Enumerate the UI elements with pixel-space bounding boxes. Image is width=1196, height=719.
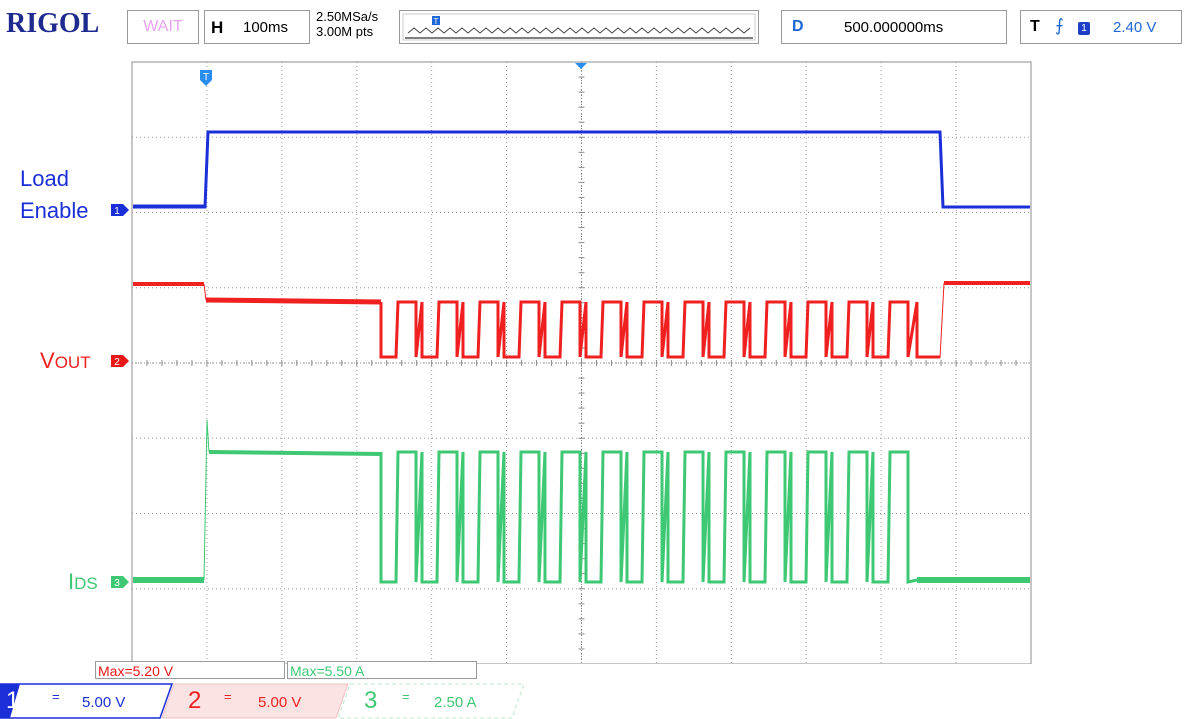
ch3-tab-number: 3 — [364, 687, 378, 714]
timebase-box[interactable]: H 100ms — [204, 10, 310, 44]
ch3-label: IDS — [68, 569, 98, 595]
delay-value: 500.000000ms — [844, 19, 944, 36]
ch2-label-suffix: OUT — [54, 353, 91, 372]
trigger-position-icon: T — [200, 70, 212, 86]
timebase-value: 100ms — [243, 19, 289, 36]
svg-text:2: 2 — [114, 357, 120, 368]
delay-key: D — [792, 18, 804, 35]
memory-overview[interactable]: T — [399, 10, 759, 44]
ch1-trace — [133, 130, 1030, 209]
memory-overview-wave: T — [402, 13, 756, 41]
run-state-indicator[interactable]: WAIT — [127, 10, 199, 44]
ch2-ground-marker: 2 — [111, 355, 129, 368]
sample-rate: 2.50MSa/s — [316, 9, 379, 24]
trigger-level: 2.40 V — [1113, 19, 1157, 36]
delay-box[interactable]: D 500.000000ms — [781, 10, 1007, 44]
ch3-ground-marker: 3 — [111, 576, 129, 589]
ch2-trace — [133, 281, 1030, 359]
ch1-ground-marker: 1 — [111, 204, 129, 217]
status-bar: RIGOL WAIT H 100ms 2.50MSa/s 3.00M pts T… — [0, 0, 1196, 52]
ch1-tab-number: 1 — [6, 687, 20, 714]
rising-edge-icon: ⨍ — [1055, 16, 1064, 35]
acquisition-info: 2.50MSa/s 3.00M pts — [316, 9, 378, 39]
ch3-scale: 2.50 A — [434, 694, 477, 711]
ch3-coupling-icon: = — [402, 689, 410, 704]
memory-depth: 3.00M pts — [316, 24, 374, 39]
svg-text:1: 1 — [114, 206, 120, 217]
ch1-coupling-icon: = — [52, 689, 60, 704]
ch2-tab-number: 2 — [188, 687, 202, 714]
svg-text:T: T — [434, 17, 439, 26]
ch2-scale: 5.00 V — [258, 694, 302, 711]
ch3-trace — [133, 419, 1030, 584]
trigger-box[interactable]: T ⨍ 1 2.40 V — [1020, 10, 1182, 44]
trigger-key: T — [1030, 18, 1040, 35]
brand-logo: RIGOL — [6, 8, 100, 39]
trigger-position-icon — [432, 16, 440, 25]
ch1-tab[interactable]: 1 = 5.00 V — [0, 684, 172, 718]
channel-tabs — [0, 683, 525, 719]
ch3-label-prefix: I — [68, 569, 75, 594]
horizontal-key: H — [211, 18, 224, 37]
waveform-display[interactable]: T 1 2 3 — [0, 52, 1196, 664]
ch2-coupling-icon: = — [224, 689, 232, 704]
svg-text:3: 3 — [114, 578, 120, 589]
center-marker-icon — [575, 63, 587, 69]
ch2-label-prefix: V — [40, 348, 55, 373]
ch1-label-line2: Enable — [20, 198, 89, 223]
measurement-max-current[interactable]: Max=5.50 A — [287, 661, 477, 679]
svg-text:T: T — [203, 72, 209, 83]
ch1-label-line1: Load — [20, 166, 69, 191]
ch3-label-suffix: DS — [74, 574, 98, 593]
ch1-scale: 5.00 V — [82, 694, 126, 711]
trigger-source-badge: 1 — [1078, 22, 1090, 35]
ch2-tab[interactable]: 2 = 5.00 V — [174, 684, 348, 718]
ch3-tab[interactable]: 3 = 2.50 A — [350, 684, 524, 718]
measurement-max-voltage[interactable]: Max=5.20 V — [95, 661, 285, 679]
ch2-label: VOUT — [40, 348, 91, 374]
